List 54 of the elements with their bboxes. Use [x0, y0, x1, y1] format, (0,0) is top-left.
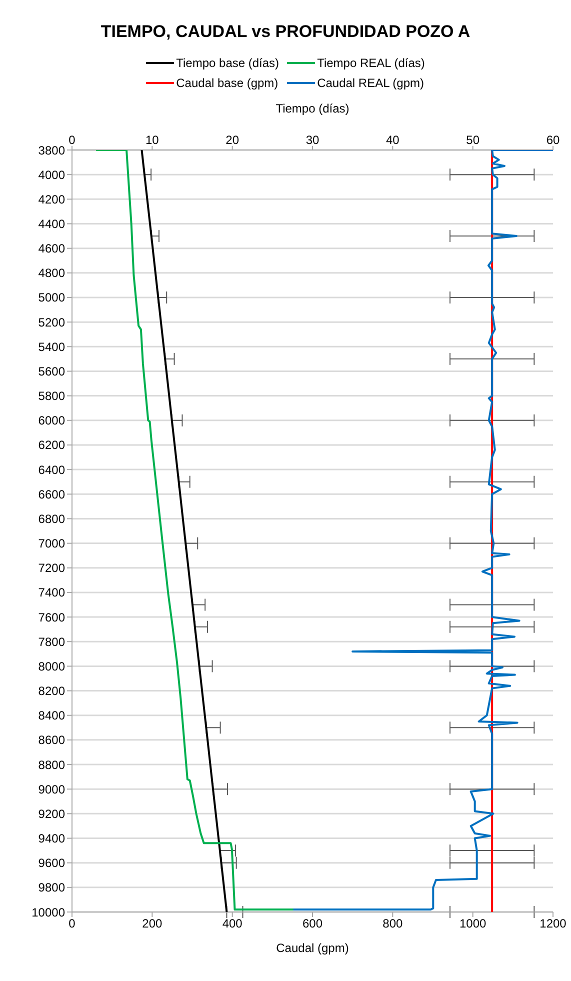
y-tick-label: 4000 [38, 168, 66, 182]
x-tick-label: 800 [382, 916, 403, 931]
y-tick-label: 9800 [38, 880, 66, 895]
y-tick-label: 4600 [38, 242, 66, 256]
y-tick-label: 6000 [38, 414, 66, 428]
x2-tick-label: 40 [386, 133, 400, 147]
y-tick-label: 8400 [38, 708, 66, 723]
y-tick-label: 8000 [38, 659, 66, 674]
x2-tick-label: 60 [546, 133, 560, 147]
y-tick-label: 4400 [38, 217, 66, 231]
y-tick-label: 7400 [38, 586, 66, 600]
y-tick-label: 9400 [38, 832, 66, 846]
y-tick-label: 6400 [38, 462, 66, 477]
chart-title: TIEMPO, CAUDAL vs PROFUNDIDAD POZO A [100, 21, 472, 43]
y-tick-label: 5600 [38, 364, 66, 378]
y-tick-label: 4200 [38, 192, 66, 206]
y-tick-label: 9000 [38, 782, 66, 796]
x-axis-title: Caudal (gpm) [276, 941, 349, 955]
x-tick-label: 1000 [459, 916, 487, 931]
y-tick-label: 6800 [38, 512, 66, 526]
y-tick-label: 10000 [32, 905, 66, 920]
y-tick-label: 9200 [38, 806, 66, 821]
y-tick-label: 7600 [38, 610, 66, 624]
y-tick-label: 5000 [38, 290, 66, 305]
y-tick-label: 6600 [38, 487, 66, 502]
x2-tick-label: 30 [306, 133, 320, 147]
x2-tick-label: 20 [226, 133, 240, 147]
x-tick-label: 0 [68, 916, 76, 931]
x-tick-label: 400 [222, 916, 243, 931]
line-series [292, 150, 553, 911]
legend-label: Caudal base (gpm) [176, 76, 278, 90]
y-tick-label: 8600 [38, 733, 66, 748]
y-tick-label: 5200 [38, 315, 66, 330]
y-tick-label: 8200 [38, 684, 66, 698]
y-tick-label: 3800 [38, 143, 66, 158]
x2-tick-label: 0 [68, 133, 76, 147]
y-tick-label: 6200 [38, 438, 66, 452]
x-tick-label: 1200 [540, 916, 567, 931]
legend-label: Caudal REAL (gpm) [317, 76, 424, 90]
x-tick-label: 200 [142, 916, 162, 931]
legend-label: Tiempo base (días) [176, 56, 280, 70]
y-tick-label: 5800 [38, 389, 66, 404]
x2-axis-title: Tiempo (días) [276, 102, 350, 116]
y-tick-label: 7000 [38, 536, 66, 551]
y-tick-label: 4800 [38, 266, 66, 280]
y-tick-label: 9600 [38, 856, 66, 870]
legend-label: Tiempo REAL (días) [317, 56, 425, 70]
x2-tick-label: 10 [145, 133, 160, 147]
x-tick-label: 600 [302, 916, 323, 931]
y-tick-label: 7800 [38, 634, 66, 649]
y-tick-label: 5400 [38, 340, 66, 354]
y-tick-label: 7200 [38, 561, 66, 576]
y-tick-label: 8800 [38, 758, 66, 772]
x2-tick-label: 50 [466, 133, 480, 147]
